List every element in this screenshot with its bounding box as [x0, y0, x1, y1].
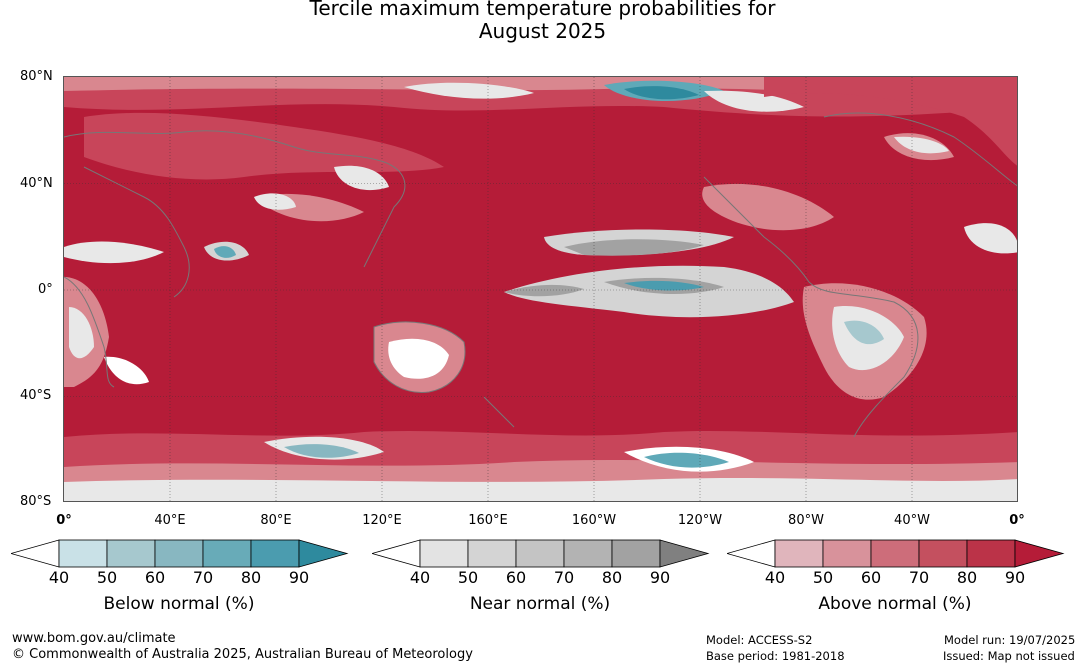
footer-url: www.bom.gov.au/climate — [12, 631, 176, 646]
colorbar-segment — [202, 539, 252, 568]
colorbar-segment — [154, 539, 204, 568]
colorbar-segment — [58, 539, 108, 568]
legend-below-tick: 60 — [144, 568, 166, 587]
colorbar-segment — [774, 539, 824, 568]
colorbar-segment — [106, 539, 156, 568]
lon-label-120e: 120°E — [362, 513, 402, 528]
title-line-1: Tercile maximum temperature probabilitie… — [309, 0, 776, 20]
map-title: Tercile maximum temperature probabilitie… — [0, 0, 1085, 43]
legend-near-tick: 60 — [505, 568, 527, 587]
colorbar-extend-low — [11, 539, 60, 568]
legend-above-tick: 70 — [908, 568, 930, 587]
legend-above-tick: 80 — [956, 568, 978, 587]
lon-label-40w: 40°W — [894, 513, 930, 528]
colorbar-segment — [250, 539, 300, 568]
legend-near-colorbar — [372, 539, 710, 568]
colorbar-extend-high — [298, 539, 349, 568]
colorbar-extend-high — [1014, 539, 1065, 568]
footer-copyright: © Commonwealth of Australia 2025, Austra… — [12, 647, 473, 662]
footer-model-run: Model run: 19/07/2025 — [944, 633, 1076, 647]
legend-below-tick: 70 — [192, 568, 214, 587]
legend-below-colorbar — [11, 539, 349, 568]
lon-label-0-east: 0° — [1009, 513, 1025, 528]
lat-label-0: 0° — [38, 282, 53, 297]
colorbar-extend-low — [727, 539, 776, 568]
lon-label-80e: 80°E — [260, 513, 292, 528]
legend-near-title: Near normal (%) — [469, 594, 611, 614]
legend-near-tick: 90 — [649, 568, 671, 587]
colorbar-segment — [611, 539, 661, 568]
lon-label-0-west: 0° — [56, 513, 72, 528]
colorbar-segment — [870, 539, 920, 568]
legend-above-tick: 50 — [812, 568, 834, 587]
title-line-2: August 2025 — [478, 19, 607, 43]
lat-label-80s: 80°S — [20, 494, 52, 509]
lon-label-40e: 40°E — [154, 513, 186, 528]
footer-base-period: Base period: 1981-2018 — [706, 649, 845, 663]
legend-below-tick: 50 — [96, 568, 118, 587]
lat-label-80n: 80°N — [20, 69, 53, 84]
legend-below-normal — [11, 539, 349, 569]
legend-above-tick: 40 — [764, 568, 786, 587]
colorbar-segment — [918, 539, 968, 568]
lon-label-160e: 160°E — [468, 513, 508, 528]
legend-near-tick: 40 — [409, 568, 431, 587]
colorbar-segment — [966, 539, 1016, 568]
colorbar-extend-high — [659, 539, 710, 568]
legend-above-normal — [727, 539, 1065, 569]
legend-above-title: Above normal (%) — [818, 594, 972, 614]
colorbar-segment — [822, 539, 872, 568]
lon-label-120w: 120°W — [677, 513, 723, 528]
map-canvas — [64, 77, 1017, 501]
legend-near-normal — [372, 539, 710, 569]
legend-near-tick: 80 — [601, 568, 623, 587]
legend-near-tick: 50 — [457, 568, 479, 587]
legend-above-colorbar — [727, 539, 1065, 568]
legend-below-tick: 80 — [240, 568, 262, 587]
footer-issued: Issued: Map not issued — [943, 649, 1075, 663]
colorbar-segment — [419, 539, 469, 568]
legend-above-tick: 60 — [860, 568, 882, 587]
legend-below-tick: 40 — [48, 568, 70, 587]
colorbar-segment — [563, 539, 613, 568]
legend-above-tick: 90 — [1004, 568, 1026, 587]
lat-label-40s: 40°S — [20, 388, 52, 403]
lon-label-160w: 160°W — [571, 513, 617, 528]
lon-label-80w: 80°W — [788, 513, 824, 528]
legend-below-title: Below normal (%) — [103, 594, 255, 614]
footer-model: Model: ACCESS-S2 — [706, 633, 813, 647]
lat-label-40n: 40°N — [20, 176, 53, 191]
colorbar-extend-low — [372, 539, 421, 568]
colorbar-segment — [467, 539, 517, 568]
probability-map — [63, 76, 1018, 502]
legend-near-tick: 70 — [553, 568, 575, 587]
colorbar-segment — [515, 539, 565, 568]
legend-below-tick: 90 — [288, 568, 310, 587]
